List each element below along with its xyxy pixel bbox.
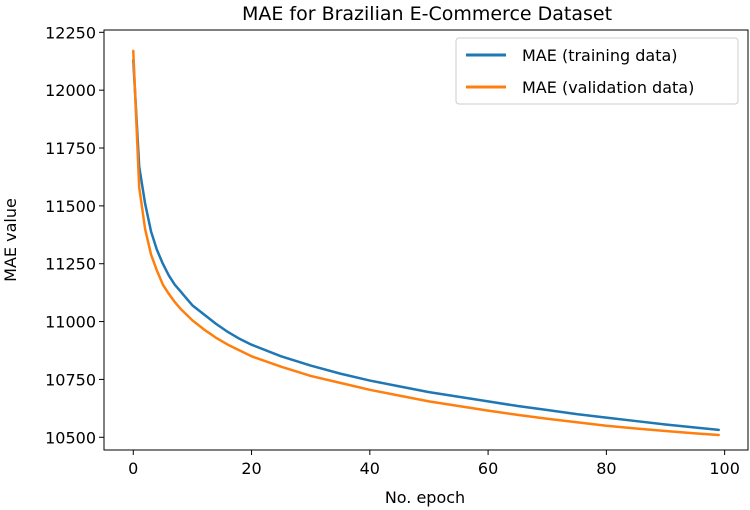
y-axis-title: MAE value	[1, 198, 20, 282]
legend-label-training: MAE (training data)	[522, 46, 678, 65]
y-tick-label: 12250	[45, 23, 96, 42]
legend: MAE (training data) MAE (validation data…	[455, 37, 739, 105]
legend-box	[455, 37, 739, 105]
y-tick-label: 11000	[45, 313, 96, 332]
y-tick-label: 12000	[45, 81, 96, 100]
x-tick-label: 0	[128, 459, 138, 478]
series-line-validation	[132, 49, 720, 437]
x-tick-label: 20	[241, 459, 261, 478]
y-tick-label: 11750	[45, 139, 96, 158]
y-tick-label: 11500	[45, 197, 96, 216]
y-tick-label: 10750	[45, 370, 96, 389]
series-line-training	[132, 58, 720, 432]
x-tick-label: 60	[478, 459, 498, 478]
x-axis: 0 20 40 60 80 100	[128, 450, 740, 478]
x-axis-title: No. epoch	[385, 488, 465, 507]
x-tick-label: 40	[360, 459, 380, 478]
y-tick-label: 11250	[45, 255, 96, 274]
x-tick-label: 80	[596, 459, 616, 478]
y-axis: 10500 10750 11000 11250 11500 11750 12000 12250	[45, 23, 104, 447]
y-tick-label: 10500	[45, 428, 96, 447]
series-layer	[132, 49, 720, 437]
legend-label-validation: MAE (validation data)	[522, 78, 694, 97]
x-tick-label: 100	[709, 459, 740, 478]
chart-title: MAE for Brazilian E-Commerce Dataset	[242, 3, 612, 25]
